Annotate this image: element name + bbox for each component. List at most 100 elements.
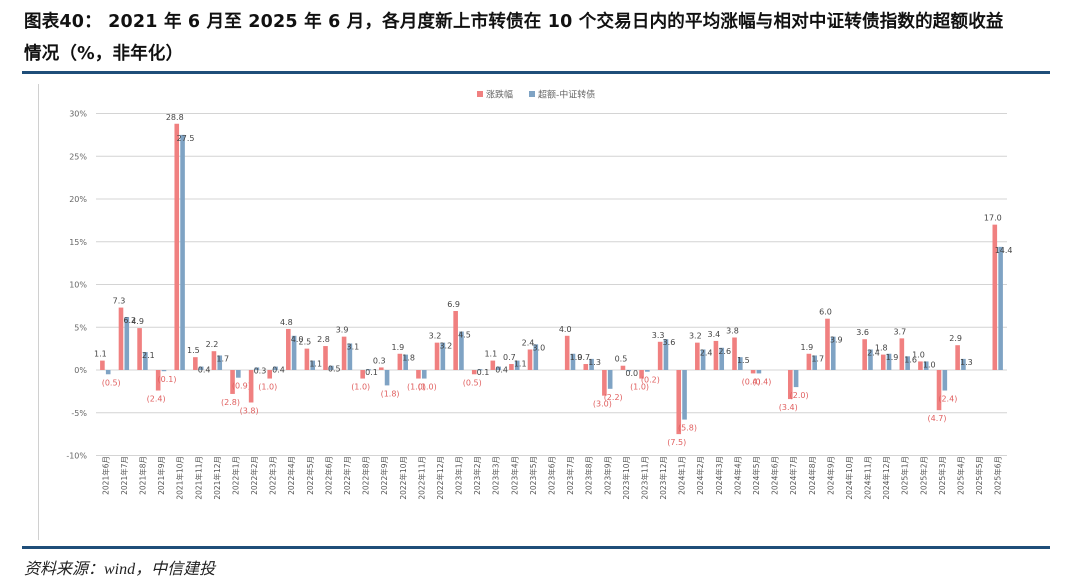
bar-up [657,341,663,370]
data-label: 1.1 [484,350,497,359]
x-tick-label: 2025年5月 [974,456,984,495]
data-label: 1.5 [737,356,750,365]
bar-excess [217,355,223,370]
x-tick-label: 2024年4月 [732,456,742,495]
data-label: 6.0 [819,308,832,317]
bar-up [732,337,737,370]
data-label: 0.1 [477,368,490,377]
bar-up [397,353,403,370]
x-tick-label: 2023年8月 [584,456,594,495]
data-label: (1.0) [418,383,437,392]
legend-label-excess: 超额-中证转债 [538,89,595,101]
bar-excess [124,316,130,370]
bar-excess [830,336,836,370]
bar-up [155,370,161,391]
bar-up [695,342,700,370]
x-tick-label: 2024年3月 [714,456,724,495]
bar-excess [105,370,111,375]
top-divider [22,71,1050,74]
x-tick-label: 2023年7月 [565,456,575,495]
data-label: 1.9 [570,353,583,362]
x-tick-label: 2024年7月 [788,456,798,495]
bar-excess [793,370,799,388]
data-label: 2.5 [299,338,312,347]
x-tick-label: 2025年4月 [956,456,966,495]
bar-up [323,346,328,370]
data-label: 1.7 [811,354,824,363]
bar-up [955,345,960,370]
data-label: 1.1 [94,350,107,359]
data-label: 1.9 [886,353,899,362]
data-label: 2.4 [522,338,535,347]
data-label: (0.5) [463,378,482,387]
data-label: (1.0) [630,383,649,392]
data-label: 2.2 [206,340,219,349]
bar-up [787,370,793,400]
data-label: 3.2 [429,332,442,341]
bar-excess [645,370,650,372]
bar-excess [347,343,353,370]
data-label: 14.4 [995,246,1013,255]
data-label: (4.7) [928,414,947,423]
x-tick-label: 2025年2月 [918,456,928,495]
bar-up [899,338,905,370]
x-tick-label: 2023年2月 [472,456,482,495]
x-tick-label: 2023年9月 [602,456,612,495]
data-label: 0.4 [495,366,508,375]
data-label: 3.9 [830,336,843,345]
x-tick-label: 2024年2月 [695,456,705,495]
x-tick-label: 2023年11月 [639,456,649,500]
bar-up [341,336,347,370]
y-tick-label: 0% [74,366,87,375]
data-label: 1.9 [391,343,404,352]
x-tick-label: 2025年6月 [993,456,1003,495]
x-tick-label: 2024年9月 [825,456,835,495]
y-tick-label: 25% [69,152,87,161]
x-tick-label: 2022年6月 [323,456,333,495]
bar-excess [626,370,632,372]
data-label: 3.9 [336,326,349,335]
bar-up [992,224,998,370]
bar-excess [459,331,464,370]
bar-up [918,361,923,370]
x-tick-label: 2025年1月 [900,456,910,495]
data-label: 0.4 [198,366,211,375]
data-label: 0.3 [254,366,267,375]
bar-up [639,370,644,379]
bar-up [174,123,180,370]
bar-up [267,370,273,379]
bar-chart: 涨跌幅 超额-中证转债 -10% -5% 0% 5% 10% 15% 20% 25% 30% 1.1 (… [66,89,1013,500]
bar-up [453,311,458,370]
data-label: 4.0 [559,325,572,334]
bar-excess [961,358,966,370]
x-tick-label: 2023年4月 [509,456,519,495]
data-label: (1.0) [351,383,370,392]
data-label: (3.0) [593,400,612,409]
x-tick-label: 2022年11月 [416,456,426,500]
bar-excess [663,339,669,370]
data-label: 0.4 [272,366,285,375]
bar-excess [700,349,706,370]
bar-excess [161,370,167,372]
data-label: 1.8 [402,354,415,363]
bar-excess [273,366,278,370]
data-label: 3.3 [652,331,665,340]
data-label: (0.9) [232,382,251,391]
bar-excess [998,246,1003,370]
x-tick-label: 2022年9月 [379,456,389,495]
data-label: (0.4) [742,377,761,386]
x-tick-label: 2023年3月 [491,456,501,495]
bar-up [490,360,496,370]
x-tick-label: 2021年8月 [137,456,147,495]
bar-up [304,348,310,370]
data-label: (2.4) [147,395,166,404]
data-label: (0.4) [752,377,771,386]
data-label: (1.0) [258,383,277,392]
data-label: (2.4) [938,395,957,404]
bar-up [360,370,365,379]
bottom-divider [22,546,1050,549]
bar-up [434,342,440,370]
bar-up [286,328,291,370]
data-label: 3.6 [663,338,676,347]
data-label: 6.9 [447,300,460,309]
